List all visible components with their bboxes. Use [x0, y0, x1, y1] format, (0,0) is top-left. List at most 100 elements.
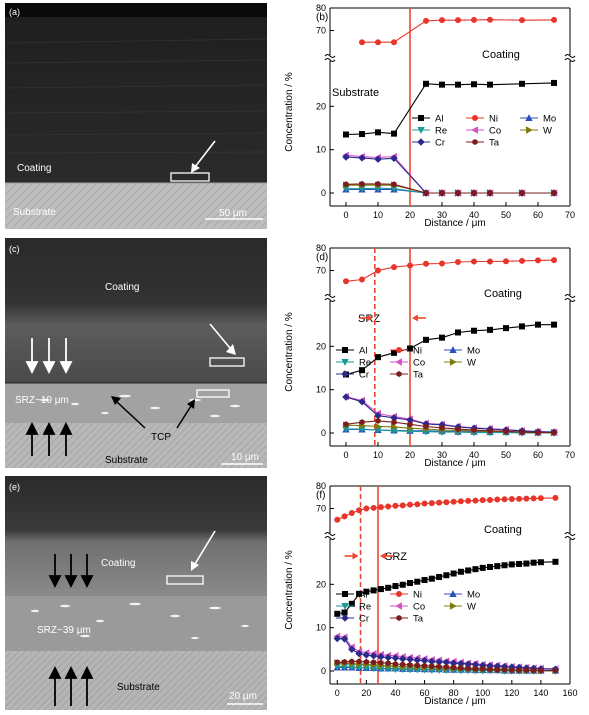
chart-f: (f) Coating SRZ Distance / μm Concentrat… [270, 478, 589, 713]
data-point [407, 661, 413, 668]
micrograph-a: (a) Coating Substrate 50 μm [5, 3, 267, 229]
data-point [508, 496, 515, 503]
data-point [341, 609, 348, 616]
legend-label: Ni [489, 114, 498, 125]
data-point [550, 16, 557, 23]
data-point [385, 660, 391, 667]
data-point [450, 570, 457, 577]
series-ni [343, 257, 557, 285]
data-point [414, 662, 420, 669]
data-point [356, 507, 363, 514]
data-point [508, 561, 515, 568]
data-point [391, 39, 398, 46]
data-point [479, 497, 486, 504]
data-point [450, 664, 457, 671]
coating-annotation: Coating [482, 49, 520, 61]
data-point [375, 267, 382, 274]
panel-label-e: (e) [9, 482, 20, 492]
data-point [538, 667, 544, 674]
chart-d-svg: (d) Coating SRZ Distance / μm Concentrat… [284, 243, 576, 469]
legend-label: Cr [435, 138, 445, 149]
series-re [342, 185, 558, 197]
data-point [516, 667, 522, 674]
y-tick-label: 20 [316, 579, 326, 589]
legend-label: Re [359, 358, 371, 369]
data-point [439, 81, 446, 88]
data-point [355, 649, 363, 658]
legend-swatch-marker [417, 127, 425, 134]
micrograph-e: (e) Coating SRZ~39 μm Substrate 20 μm [5, 476, 267, 710]
data-point [480, 665, 486, 672]
data-point [551, 429, 557, 436]
data-point [455, 189, 461, 197]
data-point [359, 180, 365, 187]
legend-item: Re [412, 126, 447, 137]
legend-swatch-marker [396, 614, 402, 622]
axes: 0 20 40 60 80 100 120 140 160 0 10 20 70 80 [316, 481, 578, 698]
data-point [501, 496, 508, 503]
data-point [471, 327, 478, 334]
series-ni [334, 494, 559, 523]
legend-item: Co [390, 602, 425, 613]
legend-item: Ni [390, 346, 422, 357]
y-tick-label: 10 [316, 145, 326, 155]
data-point [370, 587, 377, 594]
axes: 0 10 20 30 40 50 60 70 0 10 20 70 80 [316, 3, 576, 220]
data-point [400, 661, 406, 668]
data-point [530, 495, 537, 502]
analysis-box [196, 389, 230, 398]
srz-arrowhead [366, 314, 373, 322]
data-point [455, 81, 462, 88]
data-point [530, 667, 537, 674]
legend-item: Cr [336, 370, 369, 381]
arrow-icon [116, 401, 146, 429]
coating-label: Coating [105, 282, 139, 293]
data-point [375, 422, 382, 431]
data-point [370, 659, 377, 666]
srz-arrows [344, 552, 394, 560]
data-point [465, 497, 472, 504]
data-point [523, 560, 530, 567]
y-tick-label: 0 [321, 428, 326, 438]
data-point [487, 81, 494, 88]
data-point [378, 659, 384, 666]
series-ta [334, 658, 559, 674]
axis-break-stroke [324, 58, 336, 62]
series-ni [359, 16, 557, 46]
coating-label: Coating [17, 163, 51, 174]
axis-break-icon [564, 294, 576, 302]
data-point [348, 509, 355, 516]
data-point [530, 559, 537, 566]
data-point [458, 664, 464, 672]
data-point [503, 428, 509, 435]
srz-arrowhead [380, 552, 386, 560]
axis-break-stroke [324, 294, 336, 298]
data-point [472, 497, 479, 504]
legend-label: Al [359, 590, 367, 601]
x-tick-label: 60 [420, 688, 430, 698]
data-point [428, 575, 435, 582]
legend-label: Re [359, 602, 371, 613]
y-tick-label: 10 [316, 385, 326, 395]
substrate-annotation: Substrate [332, 87, 379, 99]
substrate-label: Substrate [105, 455, 148, 466]
data-point [519, 323, 526, 330]
data-point [391, 419, 397, 426]
data-point [399, 581, 406, 588]
data-point [439, 189, 445, 197]
down-arrows [48, 554, 94, 589]
data-point [334, 516, 341, 523]
y-tick-label: 20 [316, 341, 326, 351]
legend-label: Co [413, 602, 425, 613]
legend-swatch-marker [449, 590, 457, 597]
legend-item: W [444, 358, 476, 369]
legend-label: W [467, 358, 476, 369]
data-point [439, 17, 446, 24]
data-point [421, 577, 428, 584]
srz-arrows [358, 314, 426, 322]
y-tick-label: 20 [316, 101, 326, 111]
data-point [374, 155, 382, 163]
data-point [455, 258, 462, 265]
legend-label: Mo [467, 590, 480, 601]
data-point [363, 588, 370, 595]
